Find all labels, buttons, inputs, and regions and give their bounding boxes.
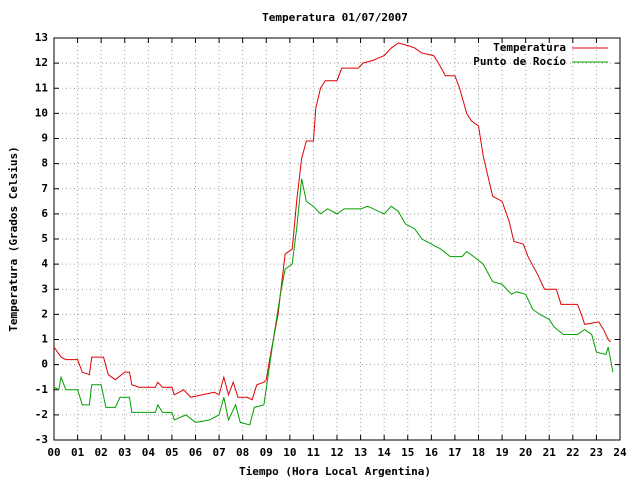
x-tick-label: 23 bbox=[590, 446, 603, 459]
y-tick-label: 12 bbox=[35, 56, 48, 69]
x-axis-label: Tiempo (Hora Local Argentina) bbox=[239, 465, 431, 478]
y-tick-label: 5 bbox=[41, 232, 48, 245]
y-tick-label: 4 bbox=[41, 257, 48, 270]
y-tick-label: 13 bbox=[35, 31, 48, 44]
x-tick-label: 07 bbox=[212, 446, 225, 459]
legend-label: Punto de Rocío bbox=[473, 55, 566, 68]
x-tick-label: 16 bbox=[425, 446, 439, 459]
y-tick-label: 0 bbox=[41, 358, 48, 371]
x-tick-label: 06 bbox=[189, 446, 203, 459]
x-tick-label: 15 bbox=[401, 446, 414, 459]
plot-frame bbox=[53, 37, 621, 441]
x-tick-label: 24 bbox=[613, 446, 627, 459]
x-tick-label: 17 bbox=[448, 446, 461, 459]
y-tick-label: 8 bbox=[41, 157, 48, 170]
chart-title: Temperatura 01/07/2007 bbox=[262, 11, 408, 24]
y-axis-label: Temperatura (Grados Celsius) bbox=[7, 146, 20, 331]
x-tick-label: 13 bbox=[354, 446, 367, 459]
x-tick-label: 00 bbox=[47, 446, 60, 459]
series-line bbox=[53, 42, 611, 401]
x-tick-label: 08 bbox=[236, 446, 249, 459]
series-line bbox=[53, 178, 614, 426]
y-tick-label: 6 bbox=[41, 207, 48, 220]
x-tick-label: 22 bbox=[566, 446, 579, 459]
x-tick-label: 03 bbox=[118, 446, 131, 459]
y-tick-label: 3 bbox=[41, 282, 48, 295]
y-tick-label: -3 bbox=[35, 433, 48, 446]
x-tick-label: 21 bbox=[543, 446, 557, 459]
y-tick-label: 11 bbox=[35, 81, 49, 94]
x-tick-label: 18 bbox=[472, 446, 485, 459]
y-tick-label: 10 bbox=[35, 106, 48, 119]
x-tick-label: 05 bbox=[165, 446, 178, 459]
y-tick-label: 9 bbox=[41, 132, 48, 145]
y-tick-label: 1 bbox=[41, 333, 48, 346]
legend-label: Temperatura bbox=[493, 41, 566, 54]
x-tick-label: 02 bbox=[95, 446, 108, 459]
x-tick-label: 11 bbox=[307, 446, 321, 459]
x-tick-label: 19 bbox=[495, 446, 508, 459]
x-tick-label: 12 bbox=[330, 446, 343, 459]
y-tick-label: 2 bbox=[41, 307, 48, 320]
x-tick-label: 09 bbox=[260, 446, 273, 459]
x-tick-label: 01 bbox=[71, 446, 85, 459]
y-tick-label: -2 bbox=[35, 408, 48, 421]
y-tick-label: -1 bbox=[35, 383, 49, 396]
x-tick-label: 04 bbox=[142, 446, 156, 459]
x-tick-label: 20 bbox=[519, 446, 532, 459]
y-tick-label: 7 bbox=[41, 182, 48, 195]
x-tick-label: 14 bbox=[378, 446, 392, 459]
x-tick-label: 10 bbox=[283, 446, 296, 459]
